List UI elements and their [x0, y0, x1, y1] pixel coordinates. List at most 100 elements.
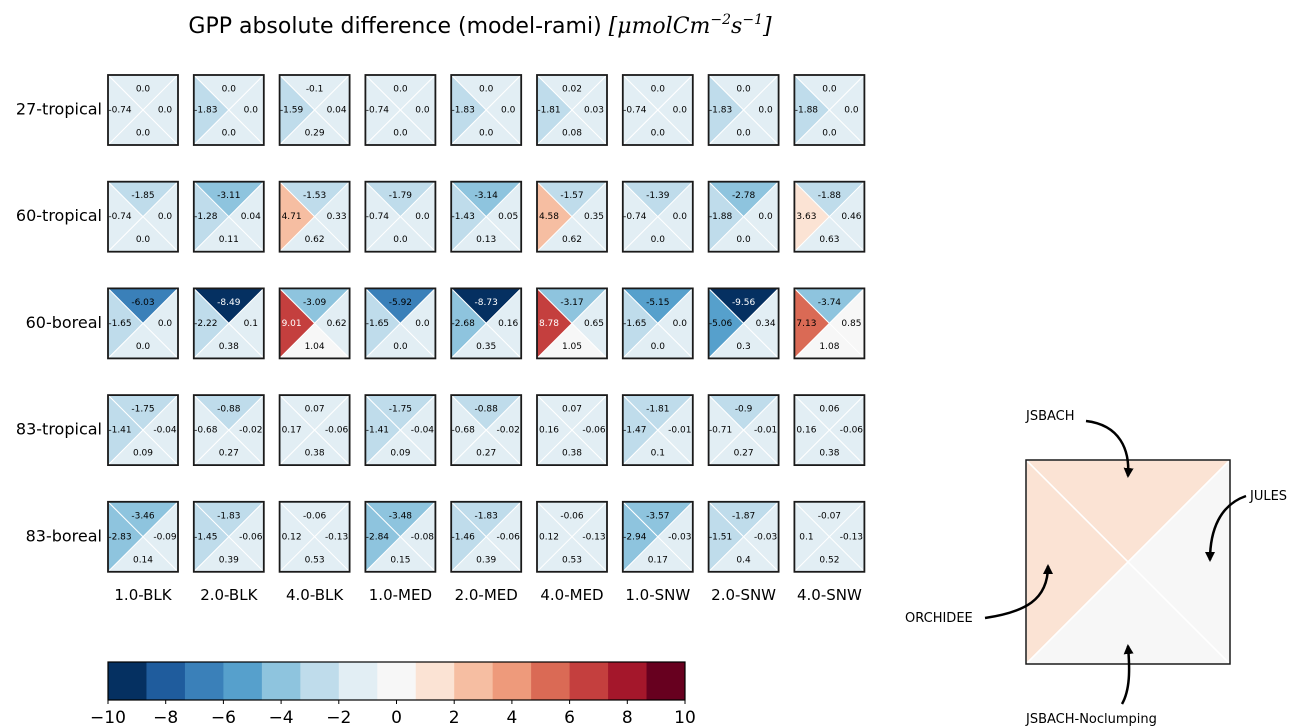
cell-value-left: -2.22	[194, 319, 217, 329]
cell-value-right: 0.1	[244, 319, 258, 329]
column-label: 1.0-MED	[369, 586, 432, 604]
heatmap-cell: -1.83 -1.45 -0.06 0.39	[192, 500, 266, 574]
cell-border	[707, 500, 780, 573]
cell-value-left: -1.45	[194, 532, 217, 542]
cell-value-bottom: 0.1	[651, 449, 665, 459]
colorbar-tick-label: 2	[449, 708, 460, 728]
cell-value-bottom: 0.0	[736, 129, 751, 139]
cell-value-right: -0.13	[582, 532, 605, 542]
cell-value-bottom: 0.27	[219, 449, 239, 459]
heatmap-cell: -6.03 -1.65 0.0 0.0	[106, 287, 180, 360]
cell-value-top: 0.07	[562, 405, 582, 415]
cell-value-bottom: 0.0	[651, 129, 666, 139]
cell-value-bottom: 0.39	[219, 555, 239, 565]
cell-value-right: 0.0	[415, 319, 430, 329]
cell-value-left: -1.47	[623, 426, 646, 436]
cell-border	[621, 287, 694, 360]
cell-border	[192, 287, 265, 360]
heatmap-cell: -3.14 -1.43 0.05 0.13	[449, 180, 523, 253]
cell-value-left: -2.94	[623, 532, 647, 542]
cell-value-top: 0.0	[479, 85, 494, 95]
cell-value-bottom: 0.53	[562, 555, 582, 565]
cell-value-top: 0.06	[819, 405, 839, 415]
cell-border	[450, 287, 523, 360]
cell-value-left: 4.58	[539, 212, 559, 222]
cell-value-left: -1.65	[623, 319, 646, 329]
cell-value-right: -0.01	[754, 426, 777, 436]
column-labels: 1.0-BLK 2.0-BLK 4.0-BLK 1.0-MED 2.0-MED 4.0-M…	[114, 586, 862, 604]
cell-value-top: -3.46	[131, 511, 155, 521]
row-label: 60-boreal	[26, 313, 102, 332]
heatmap-cell: 0.0 -1.83 0.0 0.0	[707, 73, 780, 147]
cell-value-right: -0.06	[239, 532, 263, 542]
cell-value-right: -0.09	[153, 532, 177, 542]
cell-border	[278, 180, 351, 253]
cell-value-bottom: 0.17	[648, 555, 668, 565]
cell-value-right: 0.0	[844, 106, 859, 116]
cell-value-right: -0.06	[582, 426, 606, 436]
row-label: 60-tropical	[16, 206, 102, 225]
cell-value-left: -1.83	[452, 106, 475, 116]
cell-value-right: -0.13	[840, 532, 863, 542]
cell-value-top: 0.0	[222, 85, 237, 95]
heatmap-cell: -9.56 -5.06 0.34 0.3	[707, 287, 780, 360]
cell-border	[707, 394, 780, 467]
cell-border	[793, 180, 866, 253]
cell-value-left: -1.65	[366, 319, 389, 329]
legend-arrow-right	[1205, 494, 1247, 562]
heatmap-cell: 0.0 -1.88 0.0 0.0	[793, 73, 866, 147]
heatmap-cell: -3.57 -2.94 -0.03 0.17	[621, 500, 695, 574]
cell-value-top: -1.88	[818, 191, 842, 201]
cell-value-top: -3.14	[475, 191, 499, 201]
colorbar-bin	[223, 662, 263, 700]
cell-value-top: 0.0	[822, 85, 837, 95]
cell-border	[107, 74, 179, 146]
cell-value-top: -3.48	[389, 511, 413, 521]
cell-value-top: -3.11	[217, 191, 240, 201]
title-main: GPP absolute difference (model-rami)	[188, 14, 608, 39]
heatmap-cell: -1.79 -0.74 0.0 0.0	[364, 180, 437, 253]
cell-border	[278, 287, 351, 360]
cell-value-top: 0.0	[136, 85, 151, 95]
cell-value-bottom: 0.08	[562, 129, 582, 139]
cell-value-bottom: 0.38	[305, 449, 325, 459]
cell-value-bottom: 0.11	[219, 235, 239, 245]
colorbar-tick-label: 8	[622, 708, 633, 728]
cell-border	[536, 500, 608, 573]
colorbar-bin	[300, 662, 340, 700]
cell-value-right: -0.06	[325, 426, 349, 436]
cell-value-top: -9.56	[732, 298, 756, 308]
cell-value-right: 0.0	[244, 106, 259, 116]
cell-value-top: -6.03	[131, 298, 154, 308]
cell-value-right: 0.0	[673, 212, 688, 222]
colorbar-tick-label: −8	[153, 708, 178, 728]
cell-value-bottom: 0.53	[305, 555, 325, 565]
cell-value-top: 0.07	[305, 405, 325, 415]
cell-value-right: 0.0	[673, 106, 688, 116]
cell-value-bottom: 0.0	[822, 129, 837, 139]
cell-value-left: -1.41	[108, 426, 131, 436]
cell-border	[107, 287, 179, 360]
legend-label-left: ORCHIDEE	[905, 611, 973, 626]
cell-value-top: -1.57	[560, 191, 583, 201]
cell-value-left: -2.68	[452, 319, 476, 329]
cell-value-right: -0.13	[325, 532, 348, 542]
heatmap-cell: -1.85 -0.74 0.0 0.0	[106, 180, 180, 253]
cell-value-left: 0.1	[799, 532, 813, 542]
cell-value-bottom: 0.39	[476, 555, 496, 565]
cell-value-right: -0.06	[840, 426, 864, 436]
cell-value-right: 0.33	[327, 212, 347, 222]
cell-border	[793, 500, 866, 573]
colorbar-tick-label: −2	[326, 708, 351, 728]
cell-value-bottom: 0.0	[136, 129, 151, 139]
cell-value-top: -0.06	[560, 511, 584, 521]
heatmap-cell: -0.88 -0.68 -0.02 0.27	[192, 393, 266, 467]
cell-value-bottom: 0.0	[651, 342, 666, 352]
column-label: 1.0-BLK	[114, 586, 172, 604]
cell-border	[621, 394, 694, 467]
cell-value-left: -1.88	[795, 106, 819, 116]
colorbar-bin	[531, 662, 571, 700]
cell-value-top: -0.9	[735, 405, 753, 415]
colorbar-bin	[377, 662, 417, 700]
cell-value-right: 0.65	[584, 319, 604, 329]
